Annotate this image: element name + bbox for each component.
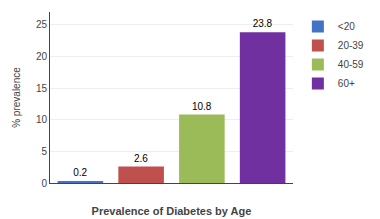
svg-text:10.8: 10.8	[192, 101, 212, 112]
svg-text:15: 15	[36, 83, 48, 94]
svg-text:23.8: 23.8	[253, 18, 273, 29]
svg-text:20-39: 20-39	[338, 40, 364, 51]
svg-text:0.2: 0.2	[73, 167, 87, 178]
svg-text:25: 25	[36, 19, 48, 30]
svg-text:40-59: 40-59	[338, 59, 364, 70]
svg-text:0: 0	[41, 178, 47, 189]
svg-text:5: 5	[41, 146, 47, 157]
svg-text:% prevalence: % prevalence	[11, 67, 22, 128]
svg-text:60+: 60+	[338, 78, 355, 89]
svg-text:<20: <20	[338, 21, 355, 32]
svg-text:2.6: 2.6	[134, 153, 148, 164]
svg-text:20: 20	[36, 51, 48, 62]
svg-text:Prevalence of Diabetes by Age: Prevalence of Diabetes by Age	[92, 205, 252, 217]
svg-text:10: 10	[36, 114, 48, 125]
